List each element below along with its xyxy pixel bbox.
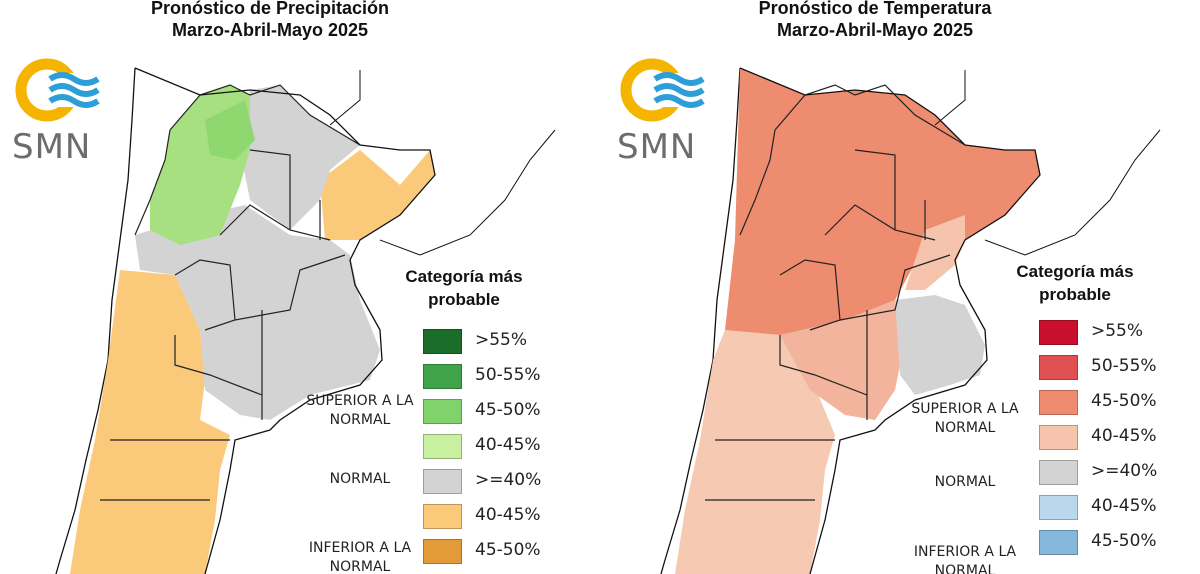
legend-group-inferior: INFERIOR A LA NORMAL [308,540,412,574]
legend-swatch [1039,530,1078,555]
legend-label: 45-50% [475,400,541,420]
legend-label: >55% [1091,321,1144,341]
region-north [725,68,1040,335]
legend-swatch [1039,320,1078,345]
smn-logo-text: SMN [617,127,697,167]
legend-label: 40-45% [475,435,541,455]
temperature-panel: Pronóstico de Temperatura Marzo-Abril-Ma… [605,0,1200,574]
title-line-1: Pronóstico de Precipitación [150,0,390,18]
legend-swatch [1039,460,1078,485]
precipitation-title: Pronóstico de Precipitación Marzo-Abril-… [0,0,540,41]
legend-title: Categoría más probable [1016,262,1134,304]
region-northeast [240,85,360,230]
precipitation-map [55,67,556,574]
legend-swatch [423,539,462,564]
legend-title: Categoría más probable [405,267,523,309]
paraguay-border [329,70,361,126]
temperature-title: Pronóstico de Temperatura Marzo-Abril-Ma… [605,0,1145,41]
legend-label: >=40% [1091,461,1158,481]
title-line-2: Marzo-Abril-Mayo 2025 [776,20,974,40]
legend-swatch [1039,425,1078,450]
legend-swatch [423,504,462,529]
legend-label: 50-55% [1091,356,1157,376]
title-line-2: Marzo-Abril-Mayo 2025 [171,20,369,40]
legend-group-superior: SUPERIOR A LA NORMAL [306,393,414,428]
legend-swatch [423,364,462,389]
legend-label: 45-50% [475,540,541,560]
uruguay-brazil-coast [379,129,556,256]
region-east [905,215,965,290]
smn-logo: SMN [12,57,102,167]
legend-label: >=40% [475,470,542,490]
legend-label: 45-50% [1091,531,1157,551]
legend-swatch [1039,355,1078,380]
smn-logo-text: SMN [12,127,92,167]
argentina-outline [134,67,436,574]
legend-swatch [423,329,462,354]
legend-group-inferior: INFERIOR A LA NORMAL [913,544,1017,574]
smn-sun-icon [620,58,705,122]
region-buenos-aires [895,295,985,395]
legend-swatch [423,469,462,494]
region-east [320,150,435,240]
legend-group-normal: NORMAL [329,471,391,487]
region-center [135,205,380,420]
region-northcore [205,100,255,160]
title-line-1: Pronóstico de Temperatura [758,0,992,18]
legend-swatch [423,399,462,424]
legend-label: >55% [475,330,528,350]
uruguay-brazil-coast [984,129,1161,256]
argentina-outline [739,67,1041,574]
legend-swatch [423,434,462,459]
legend-label: 40-45% [1091,496,1157,516]
region-south [675,330,835,574]
legend-swatch [1039,495,1078,520]
smn-sun-icon [15,58,100,122]
legend-label: 40-45% [1091,426,1157,446]
smn-logo: SMN [617,57,707,167]
legend-group-superior: SUPERIOR A LA NORMAL [911,401,1019,436]
temperature-map [660,67,1161,574]
region-south [70,270,230,574]
legend-label: 40-45% [475,505,541,525]
legend-swatch [1039,390,1078,415]
legend-group-normal: NORMAL [934,474,996,490]
paraguay-border [934,70,966,126]
province-borders [705,84,966,501]
legend-label: 50-55% [475,365,541,385]
precipitation-panel: Pronóstico de Precipitación Marzo-Abril-… [0,0,556,574]
legend-label: 45-50% [1091,391,1157,411]
